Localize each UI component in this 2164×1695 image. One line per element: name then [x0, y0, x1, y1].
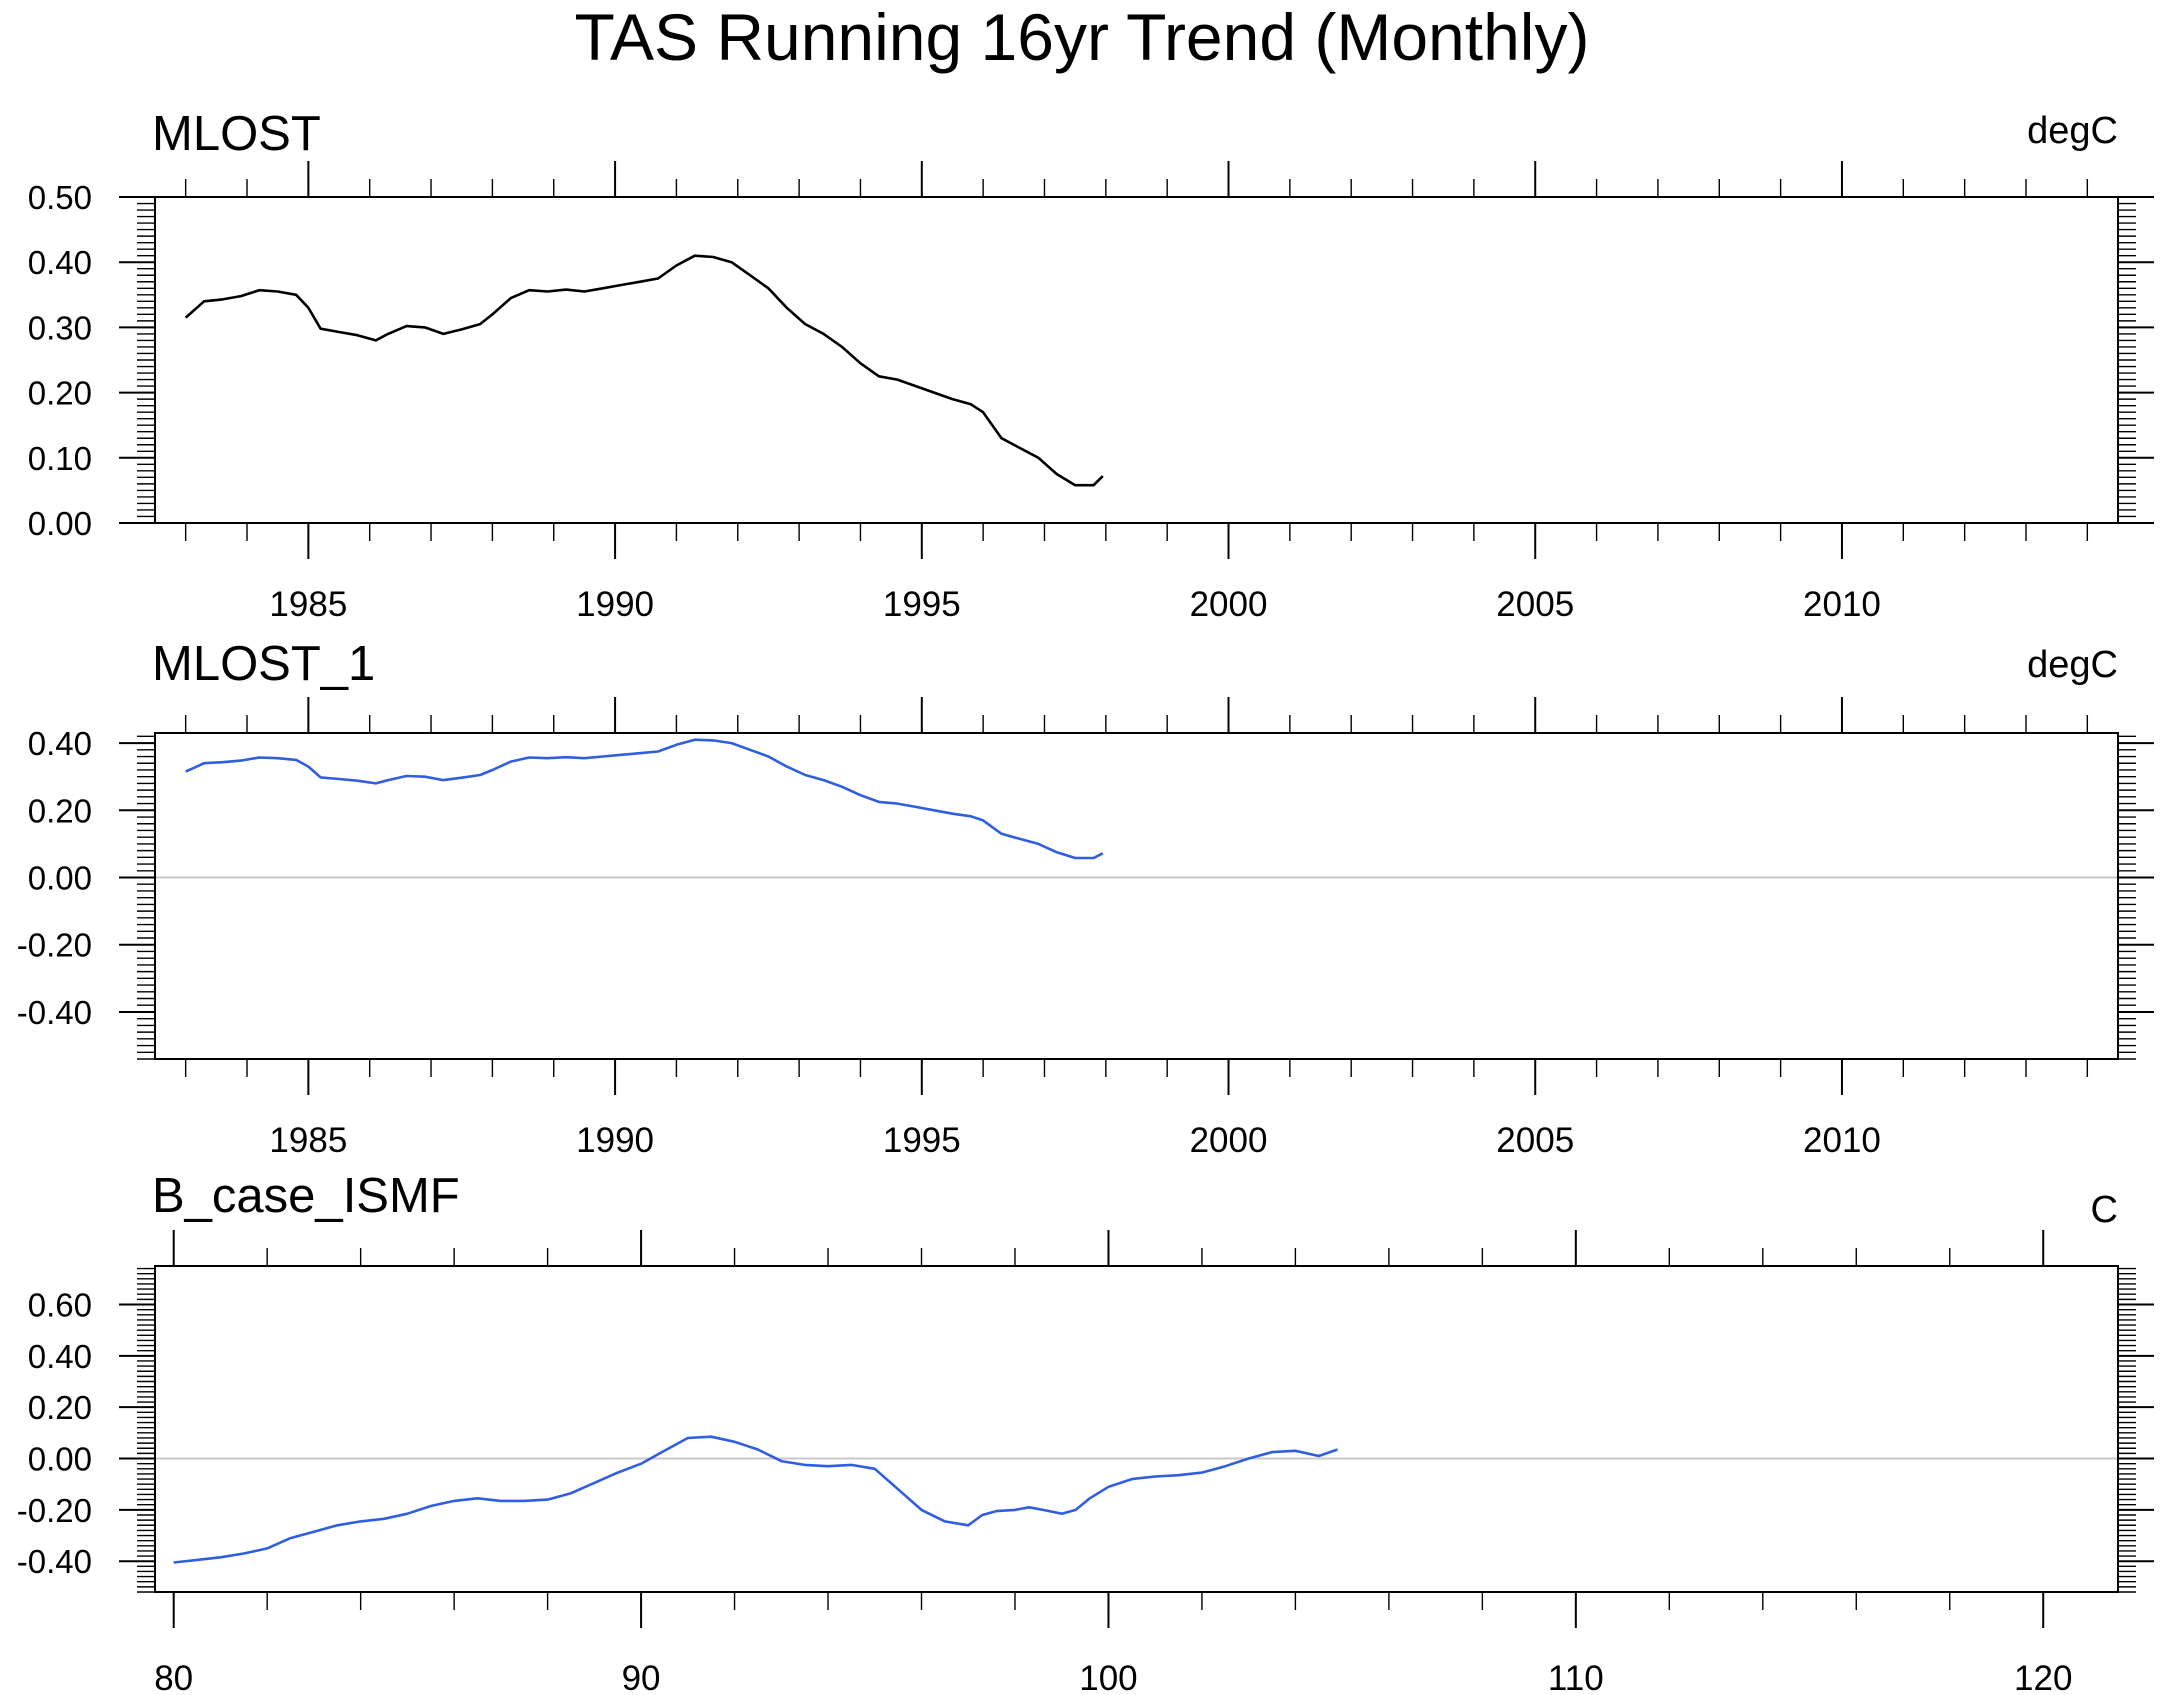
- x-tick-label: 110: [1548, 1659, 1604, 1695]
- x-tick-label: 2010: [1803, 585, 1881, 624]
- y-tick-label: 0.60: [28, 1287, 92, 1324]
- y-tick-label: 0.20: [28, 792, 92, 829]
- y-tick-label: 0.00: [28, 1441, 92, 1478]
- x-tick-label: 100: [1079, 1659, 1137, 1695]
- unit-label: degC: [2027, 110, 2118, 152]
- y-tick-label: 0.10: [28, 440, 92, 477]
- x-tick-label: 1990: [576, 1121, 654, 1160]
- panel-title: B_case_ISMF: [152, 1169, 460, 1223]
- panel-b-case-ismf: B_case_ISMF C -0.40 -0.20 0.00 0.20 0.40 0.60…: [17, 1169, 2154, 1695]
- x-tick-label: 120: [2014, 1659, 2072, 1695]
- plot-frame: [154, 1265, 2119, 1593]
- series-line: [185, 738, 1104, 860]
- y-tick-label: -0.40: [17, 1543, 92, 1580]
- x-tick-label: 1995: [883, 585, 961, 624]
- x-tick-label: 2005: [1496, 585, 1574, 624]
- plot-area: 0.00 0.10 0.20 0.30 0.40 0.50 1985 1990 1995 2000…: [28, 161, 2154, 624]
- series-line: [184, 254, 1104, 487]
- panel-title: MLOST: [152, 107, 321, 161]
- x-tick-label: 2010: [1803, 1121, 1881, 1160]
- plot-frame: [154, 732, 2119, 1060]
- y-tick-label: 0.40: [28, 244, 92, 281]
- y-tick-label: -0.40: [17, 994, 92, 1031]
- x-tick-label: 2000: [1190, 1121, 1268, 1160]
- y-tick-label: 0.30: [28, 309, 92, 346]
- x-tick-label: 2005: [1496, 1121, 1574, 1160]
- x-tick-label: 1995: [883, 1121, 961, 1160]
- y-tick-label: 0.00: [28, 505, 92, 542]
- x-tick-label: 1990: [576, 585, 654, 624]
- main-title: TAS Running 16yr Trend (Monthly): [575, 0, 1590, 74]
- plot-area: -0.40 -0.20 0.00 0.20 0.40 0.60 80 90 100 110 120: [17, 1230, 2154, 1695]
- panel-mlost: MLOST degC 0.00 0.10 0.20 0.30 0.40 0.50 1985 1…: [28, 107, 2154, 624]
- plot-area: -0.40 -0.20 0.00 0.20 0.40 1985 1990 1995 2000 20…: [17, 697, 2154, 1160]
- y-tick-label: 0.40: [28, 1338, 92, 1375]
- y-tick-label: 0.00: [28, 860, 92, 897]
- y-tick-label: 0.20: [28, 375, 92, 412]
- x-tick-label: 80: [154, 1659, 193, 1695]
- y-tick-label: 0.40: [28, 725, 92, 762]
- x-tick-label: 2000: [1190, 585, 1268, 624]
- unit-label: C: [2091, 1189, 2118, 1231]
- y-tick-label: 0.50: [28, 179, 92, 216]
- y-tick-label: -0.20: [17, 1492, 92, 1529]
- y-tick-label: 0.20: [28, 1389, 92, 1426]
- x-tick-label: 1985: [269, 585, 347, 624]
- panel-title: MLOST_1: [152, 637, 375, 691]
- plot-frame: [154, 196, 2119, 524]
- panel-mlost-1: MLOST_1 degC -0.40 -0.20 0.00 0.20 0.40 1985 1…: [17, 637, 2154, 1160]
- x-tick-label: 90: [622, 1659, 661, 1695]
- unit-label: degC: [2027, 644, 2118, 686]
- x-tick-label: 1985: [269, 1121, 347, 1160]
- series-line: [173, 1435, 1338, 1564]
- y-tick-label: -0.20: [17, 927, 92, 964]
